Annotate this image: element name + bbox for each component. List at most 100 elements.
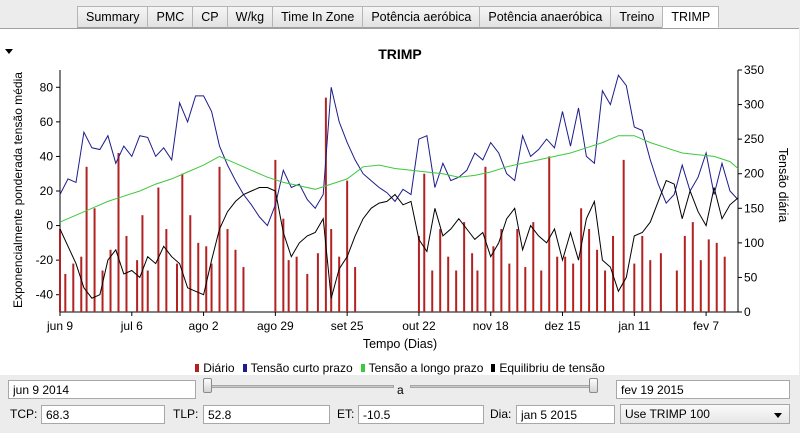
daily-bar — [338, 256, 341, 312]
legend-swatch — [360, 364, 365, 372]
daily-bar — [633, 263, 636, 312]
daily-bar — [471, 253, 474, 312]
tab-trimp[interactable]: TRIMP — [662, 6, 720, 28]
daily-bar — [117, 152, 120, 312]
legend-swatch — [491, 364, 496, 372]
range-separator: a — [397, 383, 404, 397]
end-slider-track[interactable] — [410, 385, 598, 388]
series-line-equilibriu-de-tens-o — [59, 179, 739, 299]
y-right-tick-label: 200 — [744, 167, 764, 181]
tab-pot-ncia-anaer-bica[interactable]: Potência anaeróbica — [479, 6, 612, 28]
daily-bar — [197, 242, 200, 312]
trimp-mode-value: Use TRIMP 100 — [625, 407, 710, 421]
trimp-chart: TRIMP -40 -20 0 20 40 60 80 0 50 100 150 200 250 300 3… — [11, 46, 790, 351]
daily-bar — [101, 270, 104, 312]
y-right-tick-label: 250 — [744, 132, 764, 146]
daily-bar — [532, 222, 535, 312]
tlp-field[interactable] — [203, 405, 330, 424]
daily-bar — [175, 263, 178, 312]
series-line-tens-o-a-longo-prazo — [59, 135, 739, 223]
y-right-tick-label: 150 — [744, 201, 764, 215]
tab-bar: Summary PMC CP W/kg Time In Zone Potência aer… — [77, 6, 720, 28]
legend-item: Tensão a longo prazo — [360, 361, 484, 375]
y-left-tick-label: 80 — [40, 80, 54, 94]
daily-bar — [316, 253, 319, 312]
et-field[interactable] — [358, 405, 484, 424]
tab-time-in-zone[interactable]: Time In Zone — [272, 6, 364, 28]
daily-bar — [508, 263, 511, 312]
daily-bar — [548, 156, 551, 312]
tab-w-kg[interactable]: W/kg — [226, 6, 274, 28]
daily-bar — [282, 218, 285, 312]
tab-cp[interactable]: CP — [192, 6, 228, 28]
daily-bar — [141, 215, 144, 312]
daily-bar — [157, 187, 160, 312]
daily-bar — [500, 229, 503, 312]
daily-bar — [287, 260, 290, 312]
tlp-label: TLP: — [173, 407, 199, 421]
daily-bar — [226, 229, 229, 312]
daily-bar — [556, 256, 559, 312]
daily-bar — [274, 159, 277, 312]
daily-bar — [165, 229, 168, 312]
et-label: ET: — [337, 407, 355, 421]
daily-bar — [136, 260, 139, 312]
legend-item: Tensão curto prazo — [242, 361, 353, 375]
daily-bar — [463, 222, 466, 312]
daily-bar — [417, 235, 420, 312]
chart-legend: Diário Tensão curto prazo Tensão a longo p… — [0, 361, 800, 375]
daily-bar — [572, 263, 575, 312]
daily-bar — [181, 173, 184, 312]
tab-treino[interactable]: Treino — [610, 6, 664, 28]
start-slider-handle[interactable] — [203, 378, 212, 393]
legend-label: Tensão a longo prazo — [368, 361, 484, 375]
chart-title: TRIMP — [378, 46, 422, 62]
tab-pmc[interactable]: PMC — [147, 6, 194, 28]
x-tick-label: dez 15 — [545, 319, 581, 333]
end-slider-handle[interactable] — [589, 378, 598, 393]
start-slider-track[interactable] — [204, 385, 394, 388]
legend-swatch — [242, 364, 247, 372]
daily-bar — [85, 166, 88, 312]
daily-bar — [80, 256, 83, 312]
trimp-mode-select[interactable]: Use TRIMP 100 — [620, 404, 790, 424]
daily-bar — [346, 180, 349, 312]
tcp-field[interactable] — [41, 405, 165, 424]
dia-field[interactable] — [516, 405, 615, 424]
x-tick-label: jul 6 — [120, 319, 143, 333]
daily-bar — [330, 229, 333, 312]
tab-summary[interactable]: Summary — [77, 6, 149, 28]
daily-bar — [707, 239, 710, 312]
y-axis-right-label: Tensão diária — [776, 148, 790, 222]
daily-bar — [540, 270, 543, 312]
daily-bar — [683, 235, 686, 312]
daily-bar — [447, 256, 450, 312]
collapse-arrow-icon[interactable] — [5, 49, 13, 54]
x-tick-label: ago 29 — [257, 319, 294, 333]
x-tick-label: nov 18 — [473, 319, 509, 333]
legend-swatch — [195, 364, 200, 372]
daily-bar — [641, 235, 644, 312]
daily-bar — [234, 249, 237, 312]
daily-bar — [699, 260, 702, 312]
x-tick-label: fev 7 — [693, 319, 719, 333]
x-tick-label: set 25 — [331, 319, 364, 333]
x-tick-label: out 22 — [402, 319, 436, 333]
start-date-field[interactable] — [8, 380, 196, 399]
y-left-tick-label: 0 — [46, 219, 53, 233]
daily-bar — [476, 270, 479, 312]
daily-bar — [93, 208, 96, 312]
daily-bar — [354, 267, 357, 312]
y-left-tick-label: -40 — [36, 288, 54, 302]
daily-bar — [516, 229, 519, 312]
y-right-tick-label: 0 — [744, 305, 751, 319]
daily-bar — [218, 166, 221, 312]
legend-label: Diário — [203, 361, 235, 375]
daily-bar — [659, 253, 662, 312]
daily-bar — [649, 260, 652, 312]
x-tick-label: jan 11 — [617, 319, 650, 333]
end-date-field[interactable] — [616, 380, 790, 399]
daily-bar — [59, 229, 61, 312]
tab-pot-ncia-aer-bica[interactable]: Potência aeróbica — [362, 6, 481, 28]
daily-bar — [109, 249, 112, 312]
